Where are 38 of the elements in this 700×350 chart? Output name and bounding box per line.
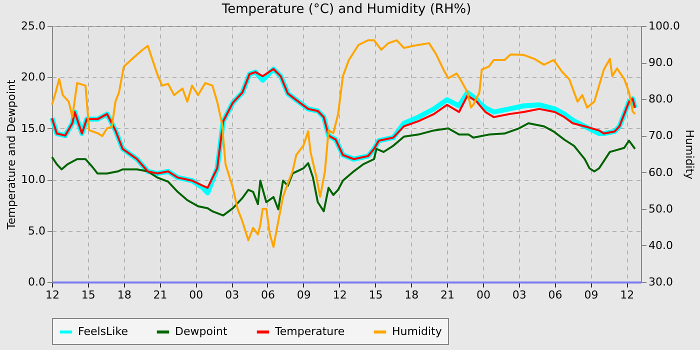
x-tick-label: 03 — [225, 288, 240, 302]
x-tick-label: 15 — [81, 288, 96, 302]
y-tick-label: 10.0 — [21, 173, 46, 186]
y2-axis-title: Humidity — [682, 130, 696, 180]
x-tick-label: 09 — [584, 288, 598, 302]
x-tick-label: 06 — [548, 288, 562, 302]
x-tick-label: 12 — [620, 288, 634, 302]
legend-label: FeelsLike — [78, 325, 128, 338]
y2-tick-label: 70.0 — [648, 129, 673, 142]
y-tick-label: 25.0 — [21, 20, 46, 32]
x-tick-label: 00 — [476, 288, 490, 302]
x-tick-label: 09 — [296, 288, 311, 302]
x-tick-label: 12 — [332, 288, 347, 302]
x-tick-label: 21 — [440, 288, 455, 302]
x-tick-label: 03 — [512, 288, 526, 302]
y2-tick-label: 60.0 — [648, 166, 673, 179]
x-tick-label: 21 — [153, 288, 168, 302]
y-axis-title: Temperature and Dewpoint — [5, 78, 18, 230]
legend-label: Temperature — [274, 325, 345, 338]
x-tick-label: 18 — [117, 288, 132, 302]
x-tick-label: 18 — [404, 288, 419, 302]
x-tick-label: 00 — [189, 288, 204, 302]
y2-tick-label: 50.0 — [648, 202, 673, 216]
y-tick-label: 5.0 — [28, 224, 46, 238]
x-tick-label: 06 — [260, 288, 275, 302]
legend-label: Dewpoint — [175, 325, 228, 338]
y2-tick-label: 80.0 — [648, 92, 673, 106]
y-tick-label: 15.0 — [21, 122, 46, 135]
y-tick-label: 20.0 — [21, 70, 46, 84]
legend-label: Humidity — [392, 325, 442, 338]
y2-tick-label: 100.0 — [648, 20, 680, 32]
y2-tick-label: 40.0 — [648, 238, 673, 252]
x-tick-label: 12 — [46, 288, 60, 302]
x-tick-label: 15 — [368, 288, 383, 302]
y2-tick-label: 30.0 — [648, 276, 673, 288]
y-tick-label: 0.0 — [28, 276, 46, 288]
chart-title: Temperature (°C) and Humidity (RH%) — [220, 2, 472, 17]
y2-tick-label: 90.0 — [648, 56, 673, 70]
